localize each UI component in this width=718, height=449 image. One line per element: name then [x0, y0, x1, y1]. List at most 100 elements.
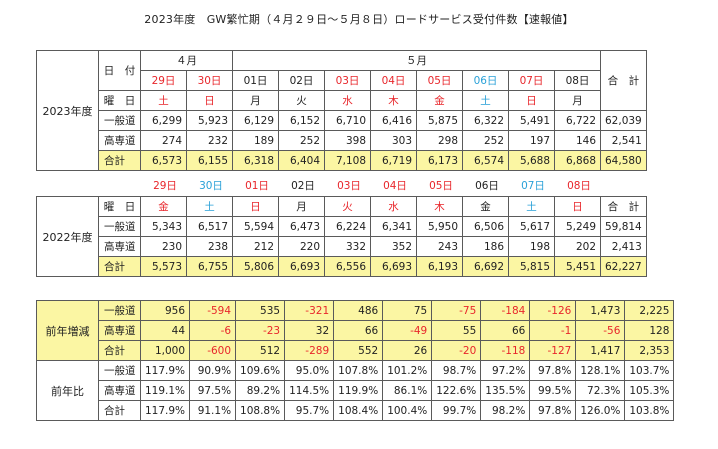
total-cell: 105.3% [624, 380, 675, 401]
value-cell: 5,950 [416, 216, 463, 237]
header-row-weekdays: 2022年度曜 日金土日月火水木金土日合 計 [36, 196, 647, 277]
value-cell: 5,573 [140, 256, 187, 277]
total-cell: 128 [624, 320, 675, 341]
value-cell: -1 [529, 320, 577, 341]
value-cell: -56 [575, 320, 626, 341]
value-cell: 6,173 [416, 150, 463, 171]
value-cell: 97.8% [529, 360, 577, 381]
row-label: 合計 [98, 340, 141, 361]
value-cell: 6,722 [554, 110, 601, 131]
row-label: 高専道 [98, 380, 141, 401]
date-cell: 01日 [232, 70, 279, 91]
date-cell: 03日 [337, 180, 361, 192]
value-cell: 6,710 [324, 110, 371, 131]
date-cell: 30日 [199, 180, 223, 192]
value-cell: 197 [508, 130, 555, 151]
date-cell: 05日 [429, 180, 453, 192]
value-cell: 6,318 [232, 150, 279, 171]
weekday-cell: 日 [508, 90, 555, 111]
date-cell: 08日 [554, 70, 601, 91]
value-cell: 198 [508, 236, 555, 257]
value-cell: 6,473 [278, 216, 325, 237]
weekday-cell: 日 [232, 196, 279, 217]
value-cell: 6,299 [140, 110, 187, 131]
value-cell: 332 [324, 236, 371, 257]
value-cell: 5,249 [554, 216, 601, 237]
value-cell: 101.2% [382, 360, 433, 381]
table-row: 一般道 5,343 6,517 5,594 6,473 6,224 6,341 5,950 6,… [37, 216, 647, 237]
row-label: 合計 [98, 150, 141, 171]
weekday-cell: 金 [462, 196, 509, 217]
date-cell: 01日 [245, 180, 269, 192]
date-cell: 06日 [475, 180, 499, 192]
value-cell: 146 [554, 130, 601, 151]
value-cell: 55 [431, 320, 482, 341]
section-label: 2023年度 [36, 50, 99, 171]
weekday-label: 曜 日 [98, 90, 141, 111]
weekday-cell: 木 [370, 90, 417, 111]
table-row: 高専道 44 -6 -23 32 66 -49 55 66 -1 -56 128 [37, 320, 675, 341]
value-cell: -289 [284, 340, 335, 361]
header-row-months: 2023年度日 付 ４月 ５月合 計 [36, 50, 647, 171]
row-label: 一般道 [98, 300, 141, 321]
table-row: 高専道 119.1% 97.5% 89.2% 114.5% 119.9% 86.1% 122.… [37, 380, 675, 401]
row-label: 合計 [98, 400, 141, 421]
table-row: 一般道 6,299 5,923 6,129 6,152 6,710 6,416 5,875 6,… [37, 110, 647, 131]
value-cell: 95.7% [284, 400, 335, 421]
value-cell: -23 [235, 320, 286, 341]
value-cell: 114.5% [284, 380, 335, 401]
value-cell: 100.4% [382, 400, 433, 421]
value-cell: 107.8% [333, 360, 384, 381]
value-cell: 44 [139, 320, 191, 341]
table-row: 高専道 274 232 189 252 398 303 298 252 197 146 2,541 [37, 130, 647, 151]
weekday-cell: 月 [232, 90, 279, 111]
header-row-dates: 29日 30日 01日 02日 03日 04日 05日 06日 07日 08日 [37, 70, 647, 91]
value-cell: 97.8% [529, 400, 577, 421]
value-cell: 298 [416, 130, 463, 151]
value-cell: 552 [333, 340, 384, 361]
value-cell: 6,416 [370, 110, 417, 131]
date-cell: 02日 [278, 70, 325, 91]
value-cell: 6,868 [554, 150, 601, 171]
date-cell: 03日 [324, 70, 371, 91]
value-cell: 5,617 [508, 216, 555, 237]
value-cell: 303 [370, 130, 417, 151]
value-cell: 99.7% [431, 400, 482, 421]
total-header: 合 計 [600, 196, 647, 217]
value-cell: 6,152 [278, 110, 325, 131]
value-cell: -127 [529, 340, 577, 361]
value-cell: 86.1% [382, 380, 433, 401]
weekday-cell: 月 [278, 196, 325, 217]
weekday-cell: 金 [416, 90, 463, 111]
section-label: 前年増減 [36, 300, 99, 361]
date-header: 日 付 [98, 50, 141, 91]
value-cell: -184 [480, 300, 531, 321]
table-2023: 2023年度日 付 ４月 ５月合 計 29日 30日 01日 02日 03日 04日 05日 06日… [36, 50, 647, 171]
value-cell: 6,692 [462, 256, 509, 277]
value-cell: 6,574 [462, 150, 509, 171]
value-cell: 122.6% [431, 380, 482, 401]
date-cell: 04日 [370, 70, 417, 91]
row-label: 一般道 [98, 110, 141, 131]
table-row: 合計 1,000 -600 512 -289 552 26 -20 -118 -127 1,417 2… [37, 340, 675, 361]
value-cell: 5,343 [140, 216, 187, 237]
weekday-cell: 火 [278, 90, 325, 111]
value-cell: 91.1% [189, 400, 237, 421]
value-cell: 128.1% [575, 360, 626, 381]
section-label: 2022年度 [36, 196, 99, 277]
value-cell: 512 [235, 340, 286, 361]
table-row: 合計 117.9% 91.1% 108.8% 95.7% 108.4% 100.4% 99.7… [37, 400, 675, 421]
value-cell: 6,719 [370, 150, 417, 171]
total-cell: 59,814 [600, 216, 647, 237]
value-cell: 72.3% [575, 380, 626, 401]
value-cell: 189 [232, 130, 279, 151]
value-cell: 6,322 [462, 110, 509, 131]
value-cell: 212 [232, 236, 279, 257]
weekday-cell: 木 [416, 196, 463, 217]
value-cell: 252 [278, 130, 325, 151]
value-cell: 6,224 [324, 216, 371, 237]
weekday-cell: 水 [324, 90, 371, 111]
value-cell: 117.9% [139, 360, 191, 381]
value-cell: -321 [284, 300, 335, 321]
value-cell: 135.5% [480, 380, 531, 401]
